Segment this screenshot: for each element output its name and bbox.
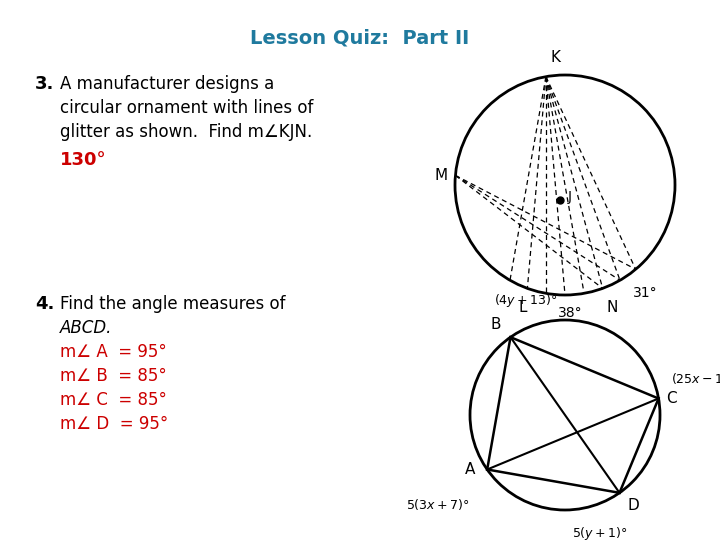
Text: 4.: 4. xyxy=(35,295,55,313)
Text: $5(y + 1)°$: $5(y + 1)°$ xyxy=(572,525,627,540)
Text: 31°: 31° xyxy=(633,286,657,300)
Text: K: K xyxy=(551,50,561,65)
Text: glitter as shown.  Find m∠KJN.: glitter as shown. Find m∠KJN. xyxy=(60,123,312,141)
Text: L: L xyxy=(518,300,526,315)
Text: Find the angle measures of: Find the angle measures of xyxy=(60,295,286,313)
Text: Lesson Quiz:  Part II: Lesson Quiz: Part II xyxy=(251,28,469,47)
Text: m∠ C  = 85°: m∠ C = 85° xyxy=(60,391,167,409)
Text: B: B xyxy=(490,317,500,332)
Text: 3.: 3. xyxy=(35,75,55,93)
Text: ABCD.: ABCD. xyxy=(60,319,112,337)
Text: A: A xyxy=(465,462,475,477)
Text: m∠ D  = 95°: m∠ D = 95° xyxy=(60,415,168,433)
Text: 130°: 130° xyxy=(60,151,107,169)
Text: m∠ B  = 85°: m∠ B = 85° xyxy=(60,367,167,385)
Text: $5(3x + 7)°$: $5(3x + 7)°$ xyxy=(405,497,469,512)
Text: A manufacturer designs a: A manufacturer designs a xyxy=(60,75,274,93)
Text: J: J xyxy=(568,190,572,204)
Text: circular ornament with lines of: circular ornament with lines of xyxy=(60,99,313,117)
Text: $(4y + 13)°$: $(4y + 13)°$ xyxy=(494,292,557,309)
Text: C: C xyxy=(667,391,678,406)
Text: D: D xyxy=(628,498,639,513)
Text: 38°: 38° xyxy=(558,306,582,320)
Text: N: N xyxy=(607,300,618,315)
Text: $(25x - 15)°$: $(25x - 15)°$ xyxy=(670,371,720,386)
Text: m∠ A  = 95°: m∠ A = 95° xyxy=(60,343,167,361)
Text: M: M xyxy=(434,168,447,183)
